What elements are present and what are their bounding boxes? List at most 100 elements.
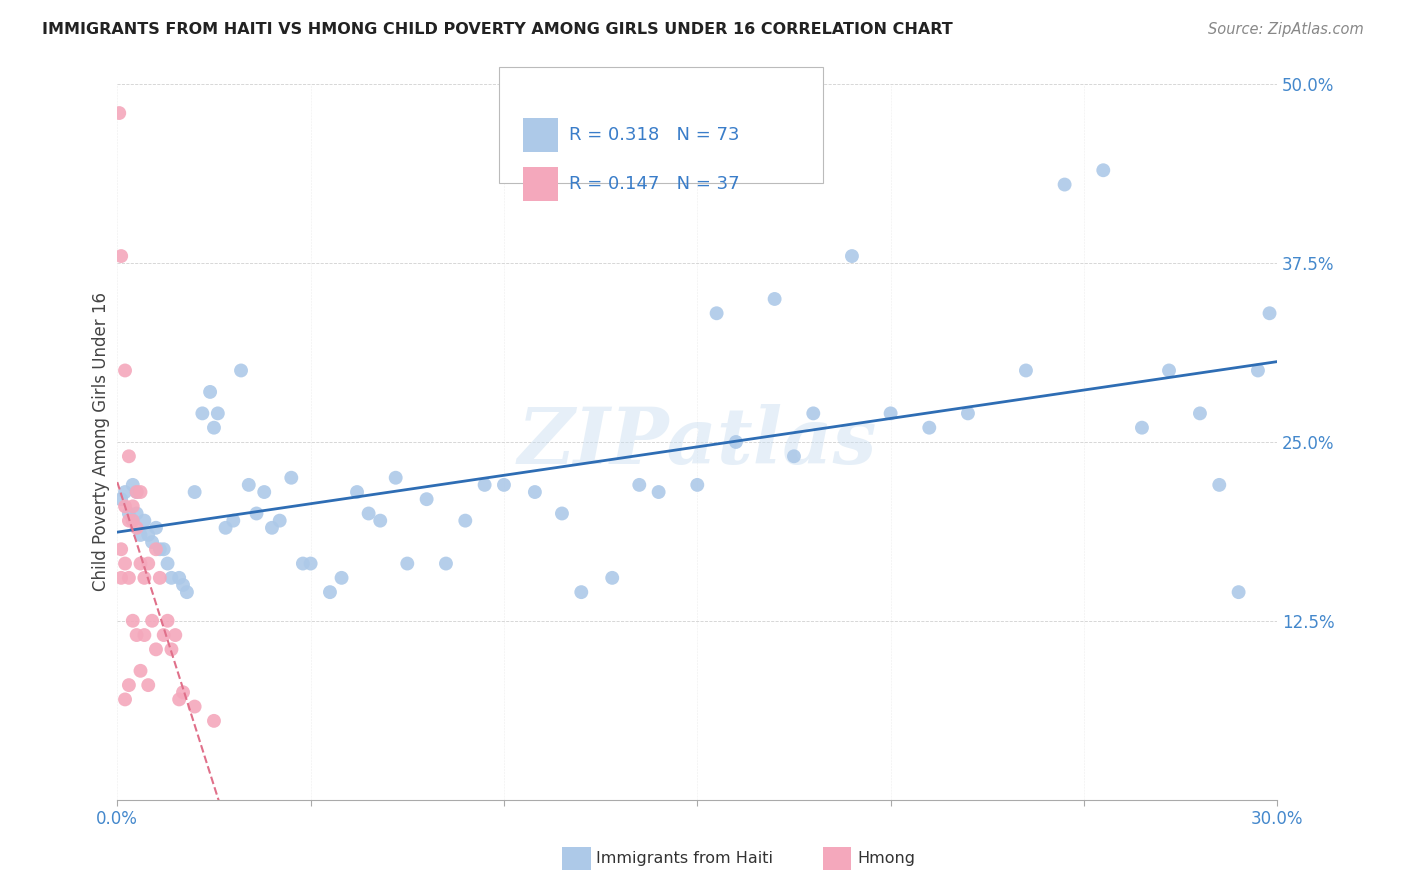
Point bbox=[136, 678, 159, 692]
Point bbox=[454, 514, 477, 528]
Point bbox=[183, 699, 205, 714]
Point bbox=[434, 557, 457, 571]
Point bbox=[125, 507, 148, 521]
Point bbox=[346, 485, 368, 500]
Point bbox=[415, 492, 437, 507]
Point bbox=[110, 542, 132, 557]
Point bbox=[121, 514, 143, 528]
Text: Immigrants from Haiti: Immigrants from Haiti bbox=[596, 851, 773, 866]
Point bbox=[207, 406, 229, 420]
Point bbox=[145, 521, 167, 535]
Point bbox=[141, 614, 163, 628]
Point bbox=[145, 542, 167, 557]
Point bbox=[686, 478, 709, 492]
Point bbox=[118, 514, 141, 528]
Point bbox=[396, 557, 419, 571]
Point bbox=[647, 485, 669, 500]
Point bbox=[167, 571, 190, 585]
Point bbox=[121, 500, 143, 514]
Y-axis label: Child Poverty Among Girls Under 16: Child Poverty Among Girls Under 16 bbox=[93, 293, 110, 591]
Point bbox=[299, 557, 322, 571]
Point bbox=[384, 471, 406, 485]
Point bbox=[114, 500, 136, 514]
Point bbox=[956, 406, 979, 420]
Point bbox=[125, 628, 148, 642]
Point bbox=[229, 363, 252, 377]
Point bbox=[368, 514, 391, 528]
Point bbox=[118, 450, 141, 464]
Point bbox=[319, 585, 342, 599]
Point bbox=[253, 485, 276, 500]
Point bbox=[879, 406, 901, 420]
Point bbox=[110, 249, 132, 263]
Point bbox=[172, 578, 194, 592]
Point bbox=[121, 478, 143, 492]
Point bbox=[167, 692, 190, 706]
Point bbox=[110, 492, 132, 507]
Point bbox=[214, 521, 236, 535]
Point bbox=[238, 478, 260, 492]
Point bbox=[160, 642, 183, 657]
Point bbox=[118, 507, 141, 521]
Point bbox=[1053, 178, 1076, 192]
Point bbox=[706, 306, 728, 320]
Point bbox=[1227, 585, 1250, 599]
Point bbox=[198, 384, 221, 399]
Point bbox=[172, 685, 194, 699]
Point bbox=[160, 571, 183, 585]
Point bbox=[152, 542, 174, 557]
Point bbox=[357, 507, 380, 521]
Point bbox=[156, 614, 179, 628]
Point bbox=[918, 420, 941, 434]
Point bbox=[783, 450, 806, 464]
Point bbox=[129, 557, 152, 571]
Point bbox=[1130, 420, 1153, 434]
Point bbox=[156, 557, 179, 571]
Point bbox=[269, 514, 291, 528]
Point bbox=[1208, 478, 1230, 492]
Point bbox=[145, 642, 167, 657]
Point bbox=[763, 292, 786, 306]
Point bbox=[724, 434, 747, 449]
Point bbox=[183, 485, 205, 500]
Point bbox=[129, 528, 152, 542]
Point bbox=[280, 471, 302, 485]
Point bbox=[134, 628, 156, 642]
Point bbox=[600, 571, 623, 585]
Point bbox=[1188, 406, 1211, 420]
Point bbox=[1092, 163, 1115, 178]
Point bbox=[628, 478, 651, 492]
Text: Source: ZipAtlas.com: Source: ZipAtlas.com bbox=[1208, 22, 1364, 37]
Point bbox=[191, 406, 214, 420]
Point bbox=[1015, 363, 1038, 377]
Point bbox=[245, 507, 267, 521]
Point bbox=[1258, 306, 1281, 320]
Point bbox=[176, 585, 198, 599]
Point bbox=[134, 514, 156, 528]
Point bbox=[801, 406, 824, 420]
Text: R = 0.318   N = 73: R = 0.318 N = 73 bbox=[569, 126, 740, 144]
Point bbox=[202, 714, 225, 728]
Point bbox=[129, 664, 152, 678]
Point bbox=[202, 420, 225, 434]
Point bbox=[222, 514, 245, 528]
Point bbox=[1157, 363, 1180, 377]
Point bbox=[114, 692, 136, 706]
Point bbox=[149, 571, 172, 585]
Point bbox=[330, 571, 353, 585]
Text: ZIPatlas: ZIPatlas bbox=[517, 404, 877, 480]
Point bbox=[551, 507, 574, 521]
Point bbox=[165, 628, 187, 642]
Point bbox=[149, 542, 172, 557]
Point bbox=[492, 478, 515, 492]
Point bbox=[125, 521, 148, 535]
Point bbox=[1247, 363, 1270, 377]
Point bbox=[136, 557, 159, 571]
Point bbox=[114, 485, 136, 500]
Point bbox=[110, 571, 132, 585]
Text: R = 0.147   N = 37: R = 0.147 N = 37 bbox=[569, 175, 740, 193]
Point bbox=[114, 363, 136, 377]
Point bbox=[108, 106, 131, 120]
Point bbox=[260, 521, 283, 535]
Point bbox=[152, 628, 174, 642]
